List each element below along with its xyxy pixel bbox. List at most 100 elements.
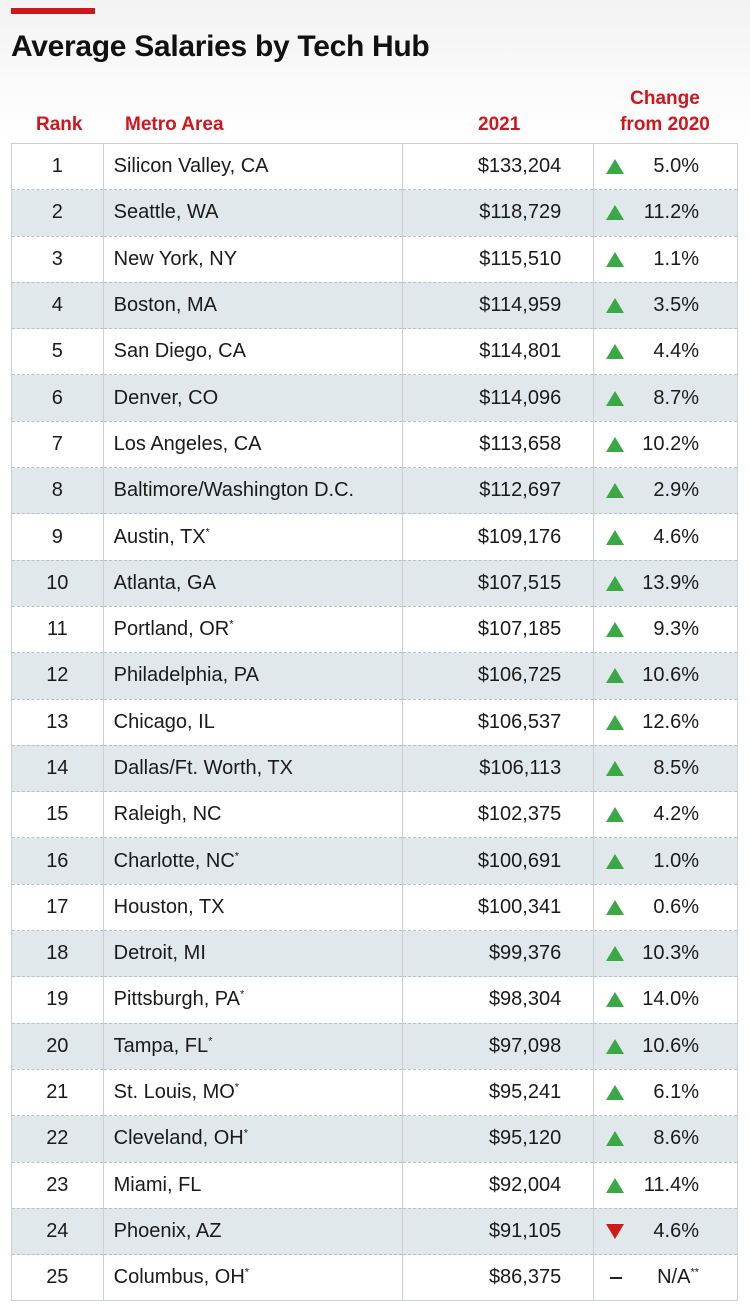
change-value: 10.3%: [642, 942, 699, 965]
column-header-metro: Metro Area: [125, 114, 224, 135]
salary-cell: $112,697: [401, 467, 594, 514]
metro-cell: New York, NY: [102, 235, 403, 283]
change-cell: 2.9%: [593, 467, 738, 514]
up-triangle-icon: [606, 390, 625, 406]
metro-cell: Silicon Valley, CA: [102, 143, 403, 190]
accent-bar: [11, 8, 95, 14]
rank-cell: 14: [11, 744, 104, 792]
table-row: 19 Pittsburgh, PA* $98,304 14.0%: [11, 976, 738, 1024]
metro-cell: Philadelphia, PA: [102, 652, 403, 700]
column-header-change: Change from 2020: [590, 86, 740, 138]
rank-cell: 12: [11, 652, 104, 700]
up-triangle-icon: [606, 1131, 625, 1147]
change-value: N/A: [657, 1266, 691, 1289]
rank-cell: 4: [11, 281, 104, 329]
salary-cell: $100,341: [401, 883, 594, 931]
table-row: 11 Portland, OR* $107,185 9.3%: [11, 605, 738, 653]
salary-cell: $102,375: [401, 791, 594, 838]
up-triangle-icon: [606, 946, 625, 962]
change-value: 11.4%: [643, 1173, 699, 1196]
rank-cell: 9: [11, 513, 104, 561]
table-row: 12 Philadelphia, PA $106,725 10.6%: [11, 652, 738, 700]
metro-cell: Houston, TX: [102, 883, 403, 931]
footnote-mark: *: [234, 1081, 240, 1094]
change-value: 1.0%: [653, 849, 699, 872]
up-triangle-icon: [606, 1038, 625, 1054]
footnote-mark: *: [240, 988, 245, 1001]
header-background: [0, 0, 750, 140]
column-header-rank: Rank: [36, 114, 83, 135]
down-triangle-icon: [606, 1223, 625, 1239]
change-cell: 10.2%: [593, 420, 738, 468]
change-cell: 5.0%: [593, 143, 738, 190]
table-row: 25 Columbus, OH* $86,375 N/A**: [11, 1254, 738, 1301]
rank-cell: 19: [11, 976, 104, 1024]
rank-cell: 22: [11, 1115, 104, 1163]
change-cell: 11.4%: [593, 1161, 738, 1209]
change-cell: N/A**: [593, 1254, 738, 1301]
rank-cell: 3: [11, 235, 104, 283]
table-row: 15 Raleigh, NC $102,375 4.2%: [11, 791, 738, 838]
change-value: 5.0%: [653, 155, 699, 178]
change-value: 0.6%: [653, 895, 699, 918]
change-value: 12.6%: [642, 710, 699, 733]
table-row: 4 Boston, MA $114,959 3.5%: [11, 281, 738, 329]
metro-cell: Denver, CO: [102, 374, 403, 422]
change-cell: 4.4%: [593, 328, 738, 375]
footnote-mark: *: [244, 1266, 250, 1279]
metro-cell: Charlotte, NC*: [102, 837, 403, 885]
metro-label: Los Angeles, CA: [113, 432, 262, 455]
up-triangle-icon: [606, 622, 625, 638]
footnote-mark: *: [234, 849, 240, 862]
metro-label: Pittsburgh, PA: [113, 988, 240, 1011]
metro-cell: Tampa, FL*: [102, 1022, 403, 1070]
metro-label: Denver, CO: [113, 386, 219, 409]
up-triangle-icon: [606, 159, 625, 175]
metro-label: Chicago, IL: [113, 710, 215, 733]
dash-icon: [610, 1276, 623, 1279]
change-value: 14.0%: [642, 988, 699, 1011]
up-triangle-icon: [606, 899, 625, 915]
salary-cell: $107,515: [401, 559, 594, 607]
rank-cell: 10: [11, 559, 104, 607]
salary-cell: $95,241: [401, 1068, 594, 1116]
change-cell: 9.3%: [593, 605, 738, 653]
metro-cell: Pittsburgh, PA*: [102, 976, 403, 1024]
change-value: 4.6%: [653, 525, 699, 548]
table-row: 6 Denver, CO $114,096 8.7%: [11, 374, 738, 422]
table-row: 20 Tampa, FL* $97,098 10.6%: [11, 1022, 738, 1070]
up-triangle-icon: [606, 251, 625, 267]
salary-cell: $98,304: [401, 976, 594, 1024]
salary-cell: $91,105: [401, 1207, 594, 1255]
rank-cell: 18: [11, 930, 104, 977]
change-cell: 4.6%: [593, 1207, 738, 1255]
table-row: 3 New York, NY $115,510 1.1%: [11, 235, 738, 283]
metro-label: Miami, FL: [113, 1173, 202, 1196]
rank-cell: 1: [51, 155, 63, 178]
table-row: 2 Seattle, WA $118,729 11.2%: [11, 189, 738, 237]
metro-cell: Miami, FL: [102, 1161, 403, 1209]
salary-cell: $114,801: [401, 328, 594, 375]
salary-cell: $133,204: [401, 143, 594, 190]
change-value: 3.5%: [653, 294, 699, 317]
rank-cell: 11: [11, 605, 104, 653]
table-row: 8 Baltimore/Washington D.C. $112,697 2.9%: [11, 467, 738, 514]
metro-label: Silicon Valley, CA: [113, 155, 269, 178]
salary-cell: $115,510: [401, 235, 594, 283]
table-row: 23 Miami, FL $92,004 11.4%: [11, 1161, 738, 1209]
change-cell: 4.6%: [593, 513, 738, 561]
footnote-mark: *: [208, 1035, 213, 1048]
metro-label: Phoenix, AZ: [113, 1219, 222, 1242]
column-header-change-line2: from 2020: [620, 114, 710, 135]
metro-label: Philadelphia, PA: [113, 664, 259, 687]
change-cell: 0.6%: [593, 883, 738, 931]
metro-cell: Seattle, WA: [102, 189, 403, 237]
up-triangle-icon: [606, 436, 625, 452]
salary-cell: $86,375: [401, 1254, 594, 1301]
metro-label: Baltimore/Washington D.C.: [113, 479, 355, 502]
salary-cell: $95,120: [401, 1115, 594, 1163]
metro-label: New York, NY: [113, 247, 238, 270]
salary-cell: $106,113: [401, 744, 594, 792]
up-triangle-icon: [606, 807, 625, 823]
change-value: 10.6%: [642, 1034, 699, 1057]
